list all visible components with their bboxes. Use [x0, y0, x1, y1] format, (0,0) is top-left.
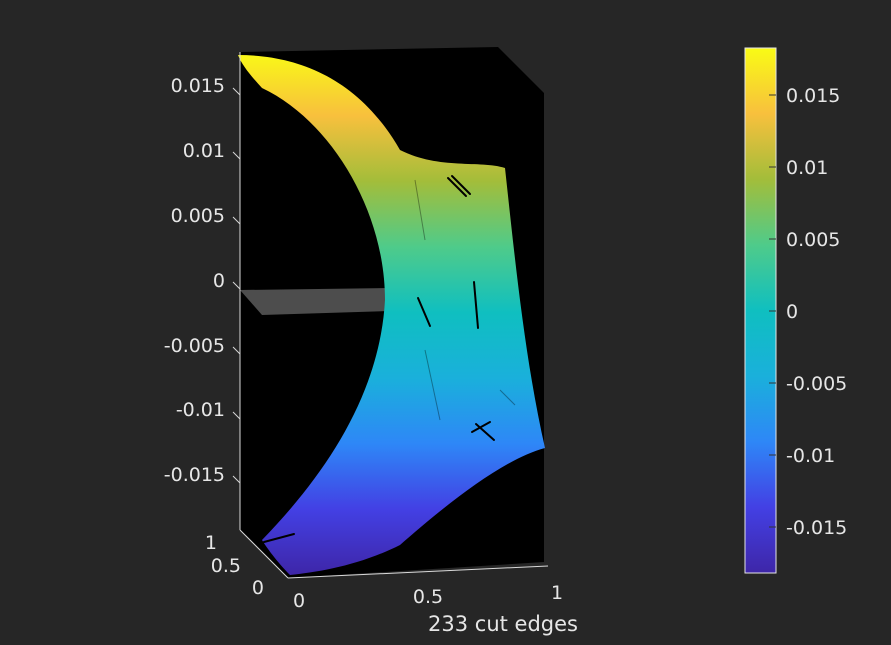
colorbar-tick-label: 0.01	[786, 157, 828, 179]
colorbar-tick-marks	[769, 94, 776, 528]
z-tick-label: 0.015	[171, 75, 225, 97]
z-tick-labels: 0.015 0.01 0.005 0 -0.005 -0.01 -0.015	[164, 75, 225, 486]
z-tick-label: 0	[213, 270, 225, 292]
surface-faint-marks	[414, 179, 516, 421]
warped-surface	[238, 55, 545, 575]
y-tick-labels: 1 0.5 0	[205, 532, 264, 599]
colorbar-tick-label: 0.015	[786, 85, 840, 107]
z-tick-marks	[232, 87, 241, 484]
x-tick-labels: 0 0.5 1	[293, 582, 563, 612]
z-tick-label: -0.01	[176, 399, 225, 421]
z-tick-label: 0.005	[171, 205, 225, 227]
colorbar-tick-label: -0.015	[786, 517, 847, 539]
y-tick-label: 0	[252, 577, 264, 599]
colorbar-tick-label: 0	[786, 301, 798, 323]
colorbar-tick-label: -0.005	[786, 373, 847, 395]
z-tick-label: 0.01	[183, 140, 225, 162]
z-tick-label: -0.005	[164, 335, 225, 357]
surface-marks	[263, 175, 495, 543]
colorbar-tick-label: 0.005	[786, 229, 840, 251]
axis-lines	[239, 52, 549, 579]
x-axis-label: 233 cut edges	[428, 612, 578, 636]
x-tick-label: 0.5	[413, 586, 443, 608]
y-tick-label: 1	[205, 532, 217, 554]
x-tick-label: 0	[293, 590, 305, 612]
z-tick-label: -0.015	[164, 464, 225, 486]
colorbar-tick-labels: 0.015 0.01 0.005 0 -0.005 -0.01 -0.015	[786, 85, 847, 539]
y-tick-label: 0.5	[211, 555, 241, 577]
x-tick-label: 1	[551, 582, 563, 604]
colorbar-tick-label: -0.01	[786, 445, 835, 467]
cut-plane	[240, 288, 390, 315]
